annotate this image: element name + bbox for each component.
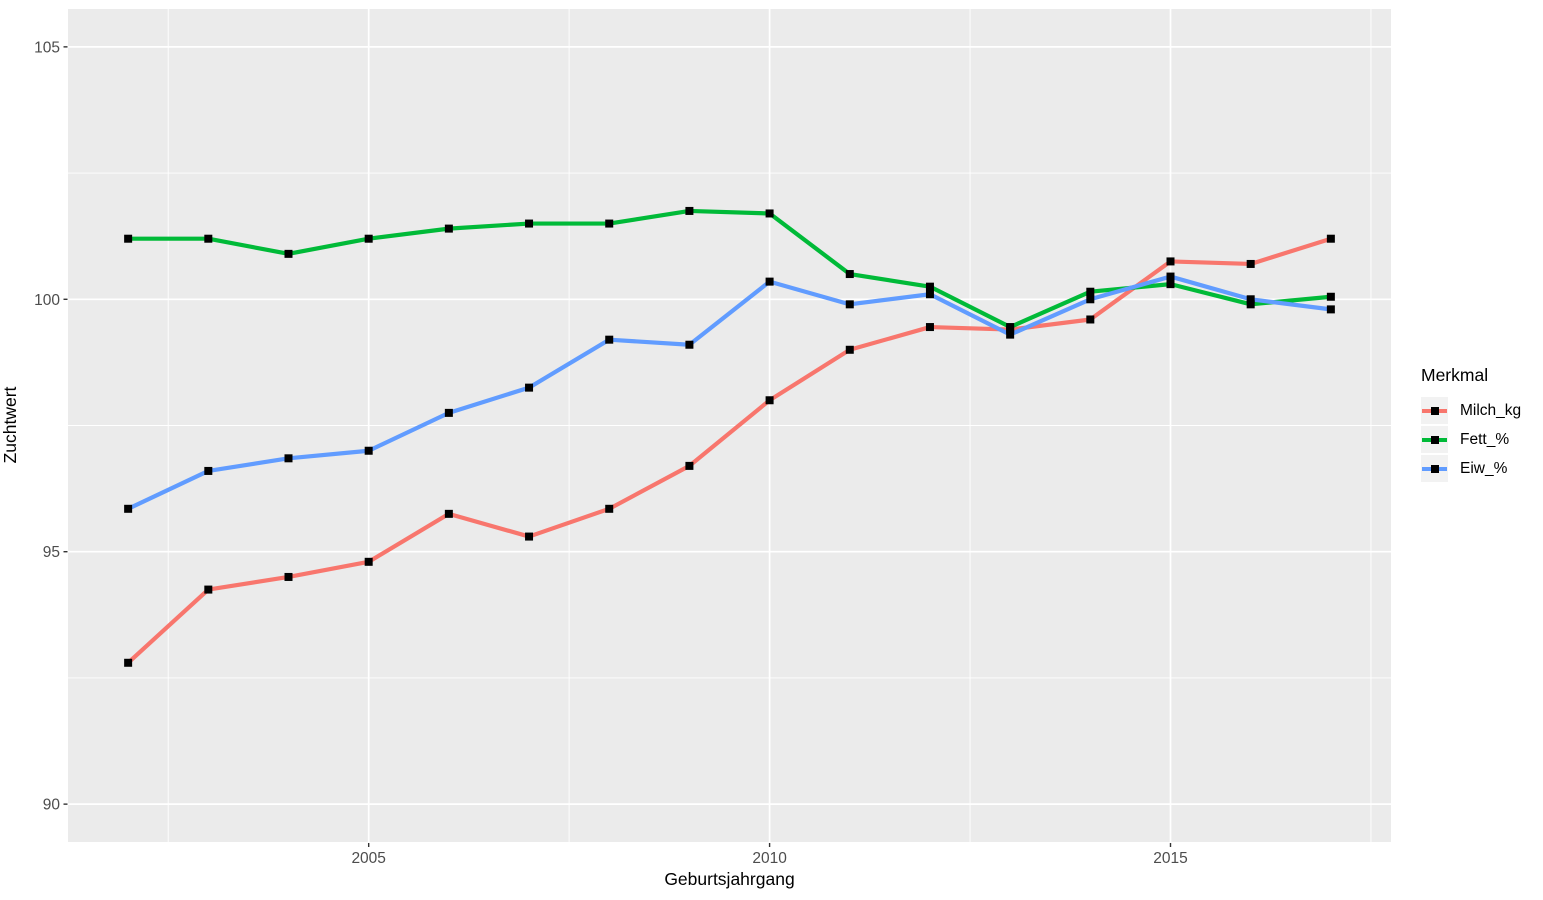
data-point-Eiw_% xyxy=(765,277,774,286)
data-point-Fett_% xyxy=(1166,280,1175,289)
data-point-Eiw_% xyxy=(124,504,133,513)
data-point-Milch_kg xyxy=(1086,315,1095,324)
data-point-Eiw_% xyxy=(284,454,293,463)
y-axis-title: Zuchtwert xyxy=(0,386,20,464)
data-point-Eiw_% xyxy=(685,340,694,349)
y-tick-label: 100 xyxy=(34,292,60,309)
legend-item-label: Fett_% xyxy=(1460,430,1510,448)
data-point-Eiw_% xyxy=(845,300,854,309)
data-point-Eiw_% xyxy=(364,446,373,455)
legend-item-Milch_kg: Milch_kg xyxy=(1421,397,1521,424)
y-tick-label: 105 xyxy=(34,39,60,56)
legend-key-point xyxy=(1430,435,1439,444)
data-point-Eiw_% xyxy=(204,466,213,475)
data-point-Fett_% xyxy=(1326,292,1335,301)
data-point-Fett_% xyxy=(1086,287,1095,296)
legend-item-Eiw_%: Eiw_% xyxy=(1421,455,1521,482)
data-point-Eiw_% xyxy=(525,383,534,392)
x-tick-label: 2015 xyxy=(1153,850,1187,867)
y-tick-label: 95 xyxy=(43,544,60,561)
data-point-Milch_kg xyxy=(124,658,133,667)
data-point-Fett_% xyxy=(525,219,534,228)
data-point-Milch_kg xyxy=(605,504,614,513)
y-tick-label: 90 xyxy=(43,797,61,814)
data-point-Milch_kg xyxy=(444,509,453,518)
legend-key-icon xyxy=(1421,426,1448,453)
data-point-Milch_kg xyxy=(1326,234,1335,243)
data-point-Eiw_% xyxy=(444,408,453,417)
data-point-Eiw_% xyxy=(1246,295,1255,304)
data-point-Fett_% xyxy=(605,219,614,228)
series-line-Eiw_% xyxy=(127,274,1332,511)
data-point-Milch_kg xyxy=(845,345,854,354)
data-point-Eiw_% xyxy=(1006,330,1015,339)
data-point-Fett_% xyxy=(124,234,133,243)
legend-key-icon xyxy=(1421,397,1448,424)
series-line-Milch_kg xyxy=(126,236,1332,665)
data-point-Milch_kg xyxy=(204,585,213,594)
data-point-Milch_kg xyxy=(284,572,293,581)
data-point-Eiw_% xyxy=(1086,295,1095,304)
x-tick-label: 2010 xyxy=(752,850,787,867)
data-point-Eiw_% xyxy=(1166,272,1175,281)
data-point-Fett_% xyxy=(364,234,373,243)
data-point-Eiw_% xyxy=(925,290,934,299)
legend-items: Milch_kg Fett_% Eiw_% xyxy=(1421,397,1521,482)
x-axis-title: Geburtsjahrgang xyxy=(664,869,795,889)
legend-item-label: Milch_kg xyxy=(1460,401,1522,419)
data-point-Milch_kg xyxy=(364,557,373,566)
legend-key-point xyxy=(1430,464,1439,473)
data-point-Fett_% xyxy=(444,224,453,233)
data-point-Fett_% xyxy=(1006,323,1015,332)
data-point-Milch_kg xyxy=(925,323,934,332)
data-point-Fett_% xyxy=(1246,300,1255,309)
legend-item-Fett_%: Fett_% xyxy=(1421,426,1521,453)
data-point-Fett_% xyxy=(204,234,213,243)
legend: Merkmal Milch_kg Fett_% Eiw_% xyxy=(1421,365,1521,484)
data-point-Fett_% xyxy=(845,270,854,279)
data-point-Fett_% xyxy=(284,249,293,258)
data-point-Eiw_% xyxy=(1326,305,1335,314)
data-point-Fett_% xyxy=(925,282,934,291)
data-point-Milch_kg xyxy=(525,532,534,541)
data-point-Fett_% xyxy=(685,206,694,215)
legend-item-label: Eiw_% xyxy=(1460,459,1508,477)
data-point-Eiw_% xyxy=(605,335,614,344)
legend-key-icon xyxy=(1421,455,1448,482)
data-point-Milch_kg xyxy=(1166,257,1175,266)
data-point-Milch_kg xyxy=(765,396,774,405)
legend-key-point xyxy=(1430,406,1439,415)
x-tick-label: 2005 xyxy=(351,850,385,867)
data-point-Milch_kg xyxy=(685,461,694,470)
data-point-Milch_kg xyxy=(1246,259,1255,268)
legend-title: Merkmal xyxy=(1421,365,1489,385)
data-point-Fett_% xyxy=(765,209,774,218)
